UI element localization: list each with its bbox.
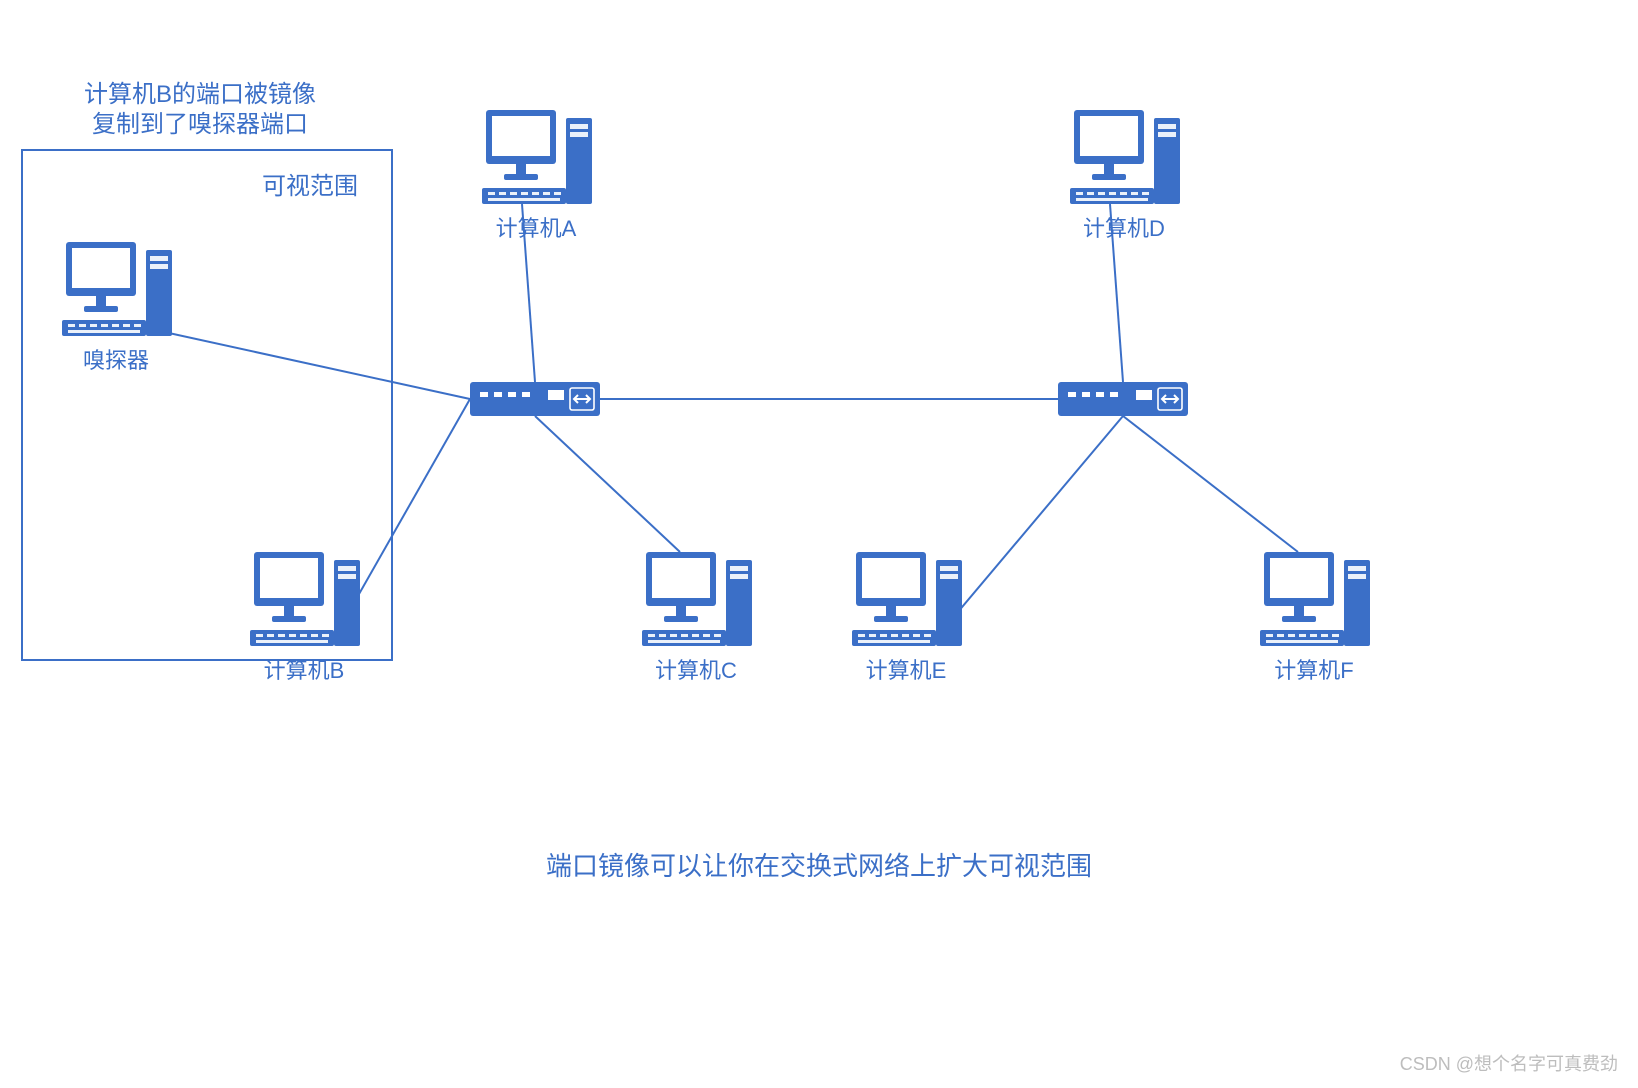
computer-sniffer: 嗅探器 <box>62 242 172 373</box>
computer-E: 计算机E <box>852 552 962 683</box>
mirror-annotation-line2: 复制到了嗅探器端口 <box>0 104 500 139</box>
edge-C-sw1 <box>535 416 680 552</box>
label-C: 计算机C <box>655 658 737 683</box>
computer-D: 计算机D <box>1070 110 1180 241</box>
network-diagram: 嗅探器 计算机A 计算机D 计算机B 计算机C 计算机E 计算机F <box>0 0 1638 1088</box>
switch-sw1 <box>470 382 600 416</box>
watermark: CSDN @想个名字可真费劲 <box>1400 1050 1618 1076</box>
computer-C: 计算机C <box>642 552 752 683</box>
switch-sw2 <box>1058 382 1188 416</box>
label-F: 计算机F <box>1274 658 1353 683</box>
visibility-box-label: 可视范围 <box>10 166 610 201</box>
edge-sniffer-sw1 <box>146 328 470 399</box>
label-A: 计算机A <box>496 216 577 241</box>
label-D: 计算机D <box>1083 216 1165 241</box>
edge-E-sw2 <box>936 416 1123 638</box>
computer-F: 计算机F <box>1260 552 1370 683</box>
computer-B: 计算机B <box>250 552 360 683</box>
label-B: 计算机B <box>264 658 345 683</box>
label-E: 计算机E <box>866 658 947 683</box>
edge-F-sw2 <box>1123 416 1298 552</box>
label-sniffer: 嗅探器 <box>83 348 149 373</box>
diagram-caption: 端口镜像可以让你在交换式网络上扩大可视范围 <box>519 846 1119 883</box>
